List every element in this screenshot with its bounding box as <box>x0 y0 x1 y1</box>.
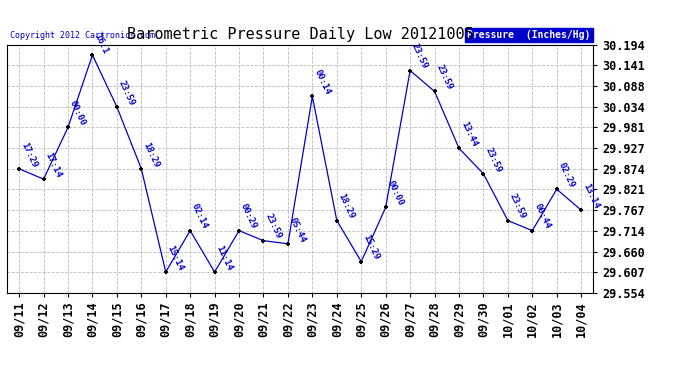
Text: 16:1: 16:1 <box>92 32 110 55</box>
Text: 05:44: 05:44 <box>288 216 308 244</box>
Point <box>453 145 464 151</box>
Text: 00:44: 00:44 <box>532 202 552 231</box>
Text: 23:59: 23:59 <box>435 63 454 92</box>
Point <box>575 207 586 213</box>
Point <box>87 52 98 58</box>
Point <box>160 269 171 275</box>
Text: 00:14: 00:14 <box>313 68 332 96</box>
Text: 15:14: 15:14 <box>166 244 185 272</box>
Point <box>111 104 122 110</box>
Point <box>551 186 562 192</box>
Point <box>233 228 244 234</box>
Point <box>38 176 49 182</box>
Text: 00:00: 00:00 <box>386 179 405 207</box>
Text: 23:59: 23:59 <box>117 79 137 107</box>
Text: 18:29: 18:29 <box>141 141 161 169</box>
Point <box>356 258 367 264</box>
Text: 23:59: 23:59 <box>264 213 283 241</box>
Text: 15:29: 15:29 <box>362 233 381 261</box>
Text: Pressure  (Inches/Hg): Pressure (Inches/Hg) <box>467 30 591 40</box>
Text: 13:14: 13:14 <box>581 182 601 210</box>
Point <box>429 88 440 94</box>
Text: 23:59: 23:59 <box>484 146 503 174</box>
Text: 23:59: 23:59 <box>410 42 430 70</box>
Text: Copyright 2012 Cartronics.com: Copyright 2012 Cartronics.com <box>10 31 155 40</box>
Point <box>14 166 25 172</box>
Point <box>136 166 147 172</box>
Point <box>282 241 293 247</box>
Point <box>63 124 74 130</box>
Text: 13:44: 13:44 <box>459 120 478 148</box>
Title: Barometric Pressure Daily Low 20121005: Barometric Pressure Daily Low 20121005 <box>127 27 473 42</box>
Text: 00:00: 00:00 <box>68 99 88 128</box>
Text: 00:29: 00:29 <box>239 202 259 231</box>
Text: 17:29: 17:29 <box>19 141 39 169</box>
Text: 02:29: 02:29 <box>557 161 576 189</box>
Point <box>258 238 269 244</box>
Point <box>502 217 513 223</box>
Point <box>307 93 318 99</box>
Point <box>478 171 489 177</box>
Point <box>380 204 391 210</box>
Text: 18:29: 18:29 <box>337 192 356 220</box>
Point <box>209 269 220 275</box>
Point <box>331 217 342 223</box>
Point <box>404 68 415 74</box>
Text: 23:59: 23:59 <box>508 192 527 220</box>
Text: 11:14: 11:14 <box>215 244 234 272</box>
Point <box>526 228 538 234</box>
Text: 02:14: 02:14 <box>190 202 210 231</box>
Text: 17:14: 17:14 <box>43 151 63 179</box>
Point <box>185 228 196 234</box>
